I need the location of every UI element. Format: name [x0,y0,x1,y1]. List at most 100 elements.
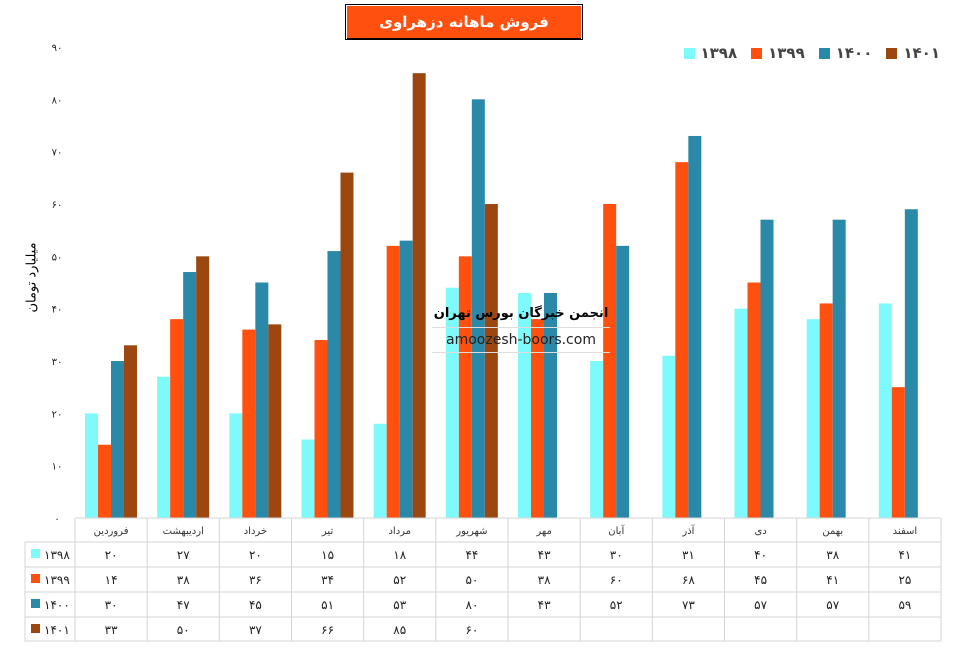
table-cell: ۵۲ [610,598,623,612]
legend-swatch [886,47,898,59]
category-label: شهریور [455,526,487,537]
y-tick-label: ۳۰ [52,357,63,368]
bar-2-11 [904,209,918,518]
bar-0-1 [157,376,171,518]
table-cell: ۲۰ [105,548,118,562]
legend-swatch [818,47,830,59]
table-cell: ۴۱ [898,548,911,562]
table-legend-swatch [31,624,40,633]
bar-3-0 [124,345,137,518]
bar-0-3 [301,439,315,518]
y-tick-label: ۹۰ [52,43,63,54]
legend-swatch [683,47,695,59]
category-label: مرداد [388,526,411,537]
y-tick-label: ۶۰ [52,200,63,211]
table-cell: ۴۰ [754,548,767,562]
y-tick-label: ۲۰ [52,409,63,420]
bar-1-9 [747,282,761,518]
chart-title: فروش ماهانه دزهراوی [347,6,581,39]
bar-3-2 [268,324,282,518]
table-cell: ۵۹ [898,598,911,612]
legend-item: ۱۴۰۰ [818,44,872,62]
table-cell: ۳۱ [682,548,695,562]
bar-1-0 [98,444,111,518]
table-cell: ۵۰ [177,623,190,637]
table-cell: ۴۴ [465,548,478,562]
watermark: انجمن خبرگان بورس تهران amoozesh-boors.c… [432,306,610,353]
table-cell: ۳۰ [610,548,623,562]
bar-1-7 [603,204,617,518]
legend-label: ۱۳۹۸ [700,44,738,62]
bar-2-3 [327,251,341,518]
table-cell: ۳۳ [105,623,118,637]
legend-item: ۱۳۹۸ [683,44,738,62]
table-cell: ۱۸ [393,548,406,562]
bar-2-9 [760,219,774,518]
category-label: فروردین [94,526,129,537]
bar-3-4 [412,73,426,519]
y-tick-label: ۰ [54,514,59,525]
y-tick-label: ۵۰ [52,252,63,263]
bar-2-6 [544,292,557,518]
y-tick-label: ۸۰ [52,95,63,106]
legend-item: ۱۴۰۱ [886,44,940,62]
bar-2-5 [471,99,485,518]
bar-2-4 [399,240,413,518]
table-cell: ۵۰ [465,573,478,587]
category-label: اردیبهشت [163,526,204,537]
table-cell: ۱۵ [321,548,334,562]
table-cell: ۷۳ [682,598,695,612]
table-cell: ۳۶ [249,573,262,587]
category-label: دی [754,526,766,537]
bar-1-10 [819,303,833,518]
bar-0-11 [878,303,892,518]
table-legend-swatch [31,599,40,608]
bar-0-7 [590,361,604,518]
category-label: آبان [608,524,625,537]
table-cell: ۱۴ [105,573,118,587]
bar-1-8 [675,162,689,518]
bar-1-3 [314,340,328,518]
bar-0-10 [806,319,820,518]
bar-2-0 [111,361,124,518]
table-series-label: ۱۴۰۱ [44,623,70,637]
table-cell: ۲۰ [249,548,262,562]
bar-3-1 [196,256,210,518]
bar-1-4 [386,245,400,518]
bar-2-7 [616,245,630,518]
bar-1-1 [170,319,184,518]
table-series-label: ۱۴۰۰ [44,598,70,612]
bar-0-0 [85,413,98,518]
table-cell: ۸۵ [393,623,406,637]
category-label: تیر [321,526,334,537]
table-legend-swatch [31,549,40,558]
bar-2-8 [688,135,702,518]
category-label: خرداد [244,526,267,537]
table-cell: ۴۳ [538,598,551,612]
category-label: آذر [681,524,695,537]
bar-1-6 [531,319,544,518]
table-cell: ۲۵ [898,573,911,587]
watermark-en: amoozesh-boors.com [432,328,610,353]
category-label: بهمن [822,526,843,537]
bar-2-10 [832,219,846,518]
bar-0-9 [734,308,748,518]
table-series-label: ۱۳۹۹ [44,573,70,587]
bar-0-2 [229,413,243,518]
table-cell: ۵۷ [754,598,767,612]
bar-2-2 [255,282,269,518]
table-cell: ۲۷ [177,548,190,562]
table-legend-swatch [31,574,40,583]
table-cell: ۵۲ [393,573,406,587]
table-cell: ۴۷ [177,598,190,612]
bar-0-8 [662,355,676,518]
bar-1-5 [458,256,472,518]
table-cell: ۵۷ [826,598,839,612]
table-cell: ۶۰ [610,573,623,587]
bar-3-3 [340,172,354,518]
legend-swatch [751,47,763,59]
bar-0-4 [373,423,387,518]
bar-1-2 [242,329,256,518]
